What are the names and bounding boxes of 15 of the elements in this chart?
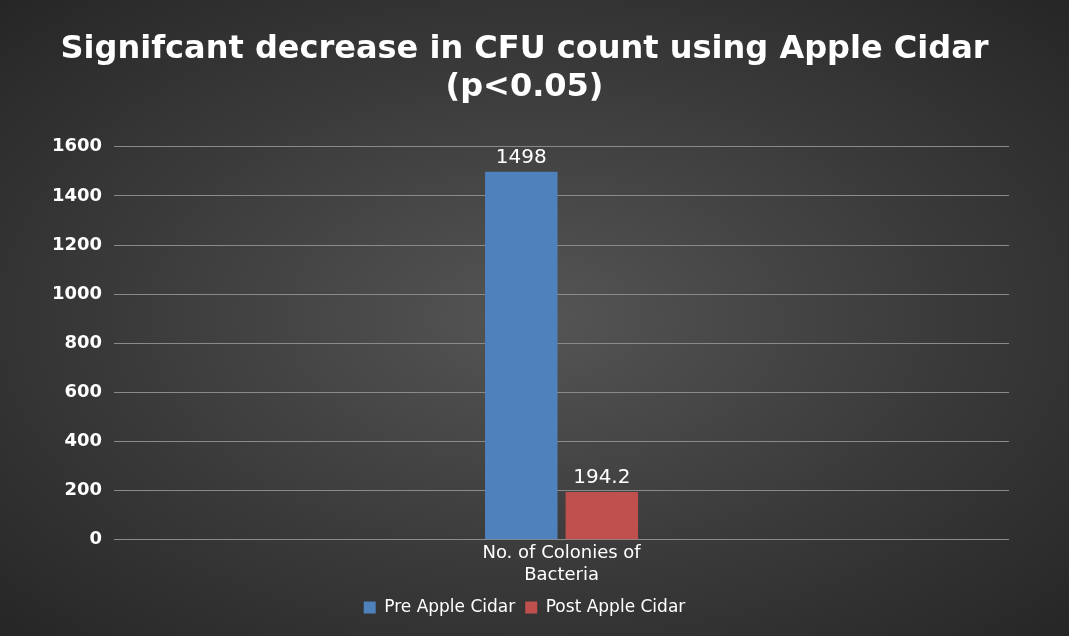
data-label: 1498 [495,144,547,169]
y-tick-label: 1000 [51,281,103,303]
chart-title: Signifcant decrease in CFU count using Apple Cidar (p<0.05) [60,27,989,104]
y-tick-label: 800 [64,330,103,352]
data-label: 194.2 [573,464,631,489]
y-tick-label: 1600 [51,134,103,156]
y-tick-label: 1200 [51,232,103,254]
y-tick-label: 600 [64,380,103,402]
legend-label: Pre Apple Cidar [384,595,516,616]
x-tick-label: No. of Colonies of Bacteria [482,541,642,584]
legend-label: Post Apple Cidar [545,595,686,616]
y-tick-label: 0 [89,527,103,549]
y-tick-label: 400 [64,429,103,451]
y-tick-label: 1400 [51,183,103,205]
y-tick-label: 200 [64,478,103,500]
